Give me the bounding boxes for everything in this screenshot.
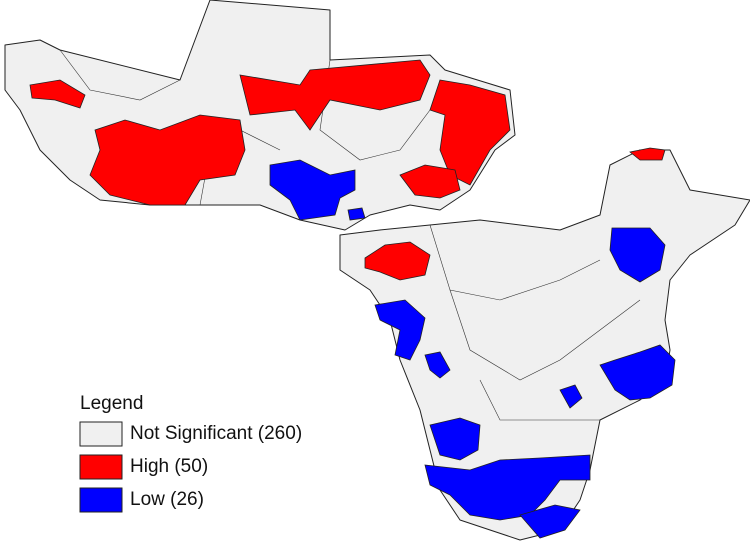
- legend-title: Legend: [80, 393, 143, 414]
- map-regions: [4, 0, 750, 541]
- low-cluster: [609, 227, 666, 283]
- legend-label: Not Significant (260): [130, 423, 302, 444]
- legend-swatch: [79, 421, 123, 447]
- low-cluster: [519, 504, 581, 539]
- high-cluster: [29, 79, 86, 109]
- low-cluster: [269, 159, 356, 221]
- low-cluster: [559, 384, 583, 409]
- high-cluster: [89, 114, 246, 206]
- high-cluster: [399, 164, 461, 199]
- border: [479, 379, 600, 421]
- border: [429, 224, 601, 301]
- legend-swatch: [79, 454, 123, 480]
- legend-label: Low (26): [130, 489, 204, 510]
- high-cluster: [629, 147, 666, 161]
- low-cluster: [599, 344, 676, 401]
- low-cluster: [424, 351, 451, 379]
- legend: Legend Not Significant (260) High (50) Low…: [79, 393, 302, 513]
- border: [449, 289, 641, 381]
- border: [59, 49, 181, 101]
- high-cluster: [429, 79, 511, 186]
- low-cluster: [374, 299, 426, 361]
- low-cluster: [429, 417, 481, 461]
- high-cluster: [364, 241, 431, 281]
- low-cluster: [347, 207, 366, 221]
- legend-swatch: [79, 487, 123, 513]
- low-cluster: [424, 454, 591, 521]
- legend-label: High (50): [130, 456, 208, 477]
- high-cluster: [239, 59, 431, 131]
